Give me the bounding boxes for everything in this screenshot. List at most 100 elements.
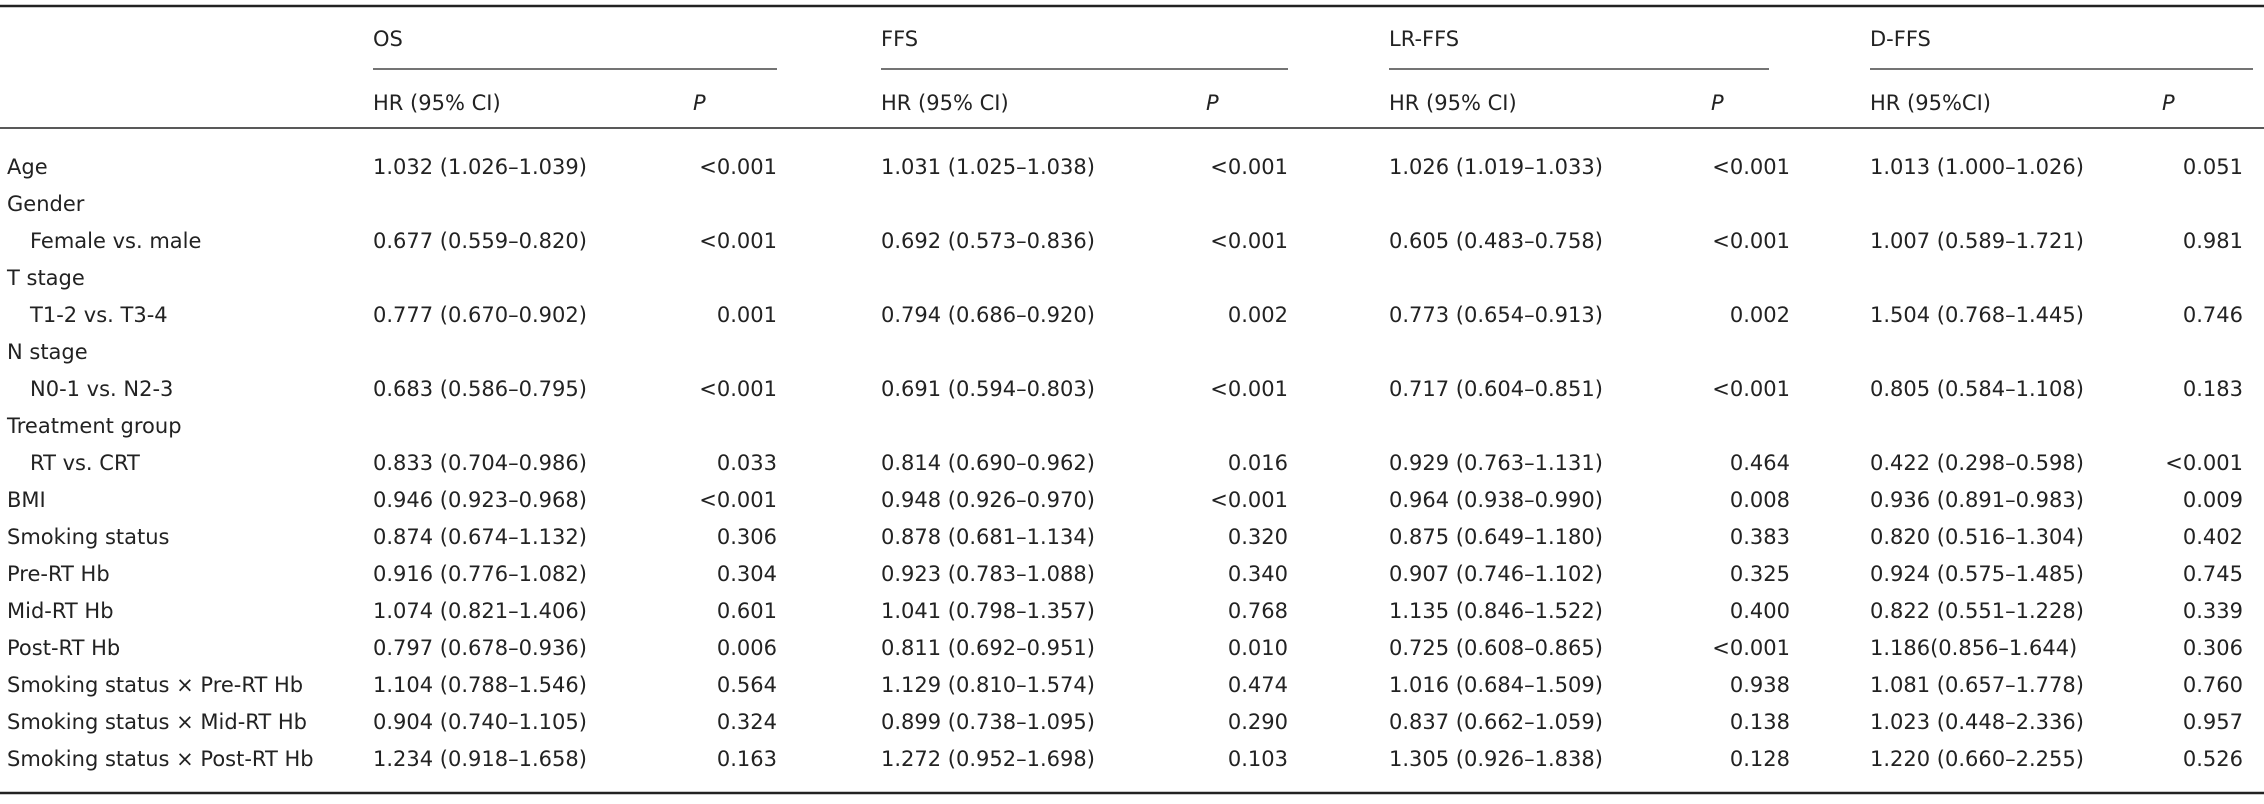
hazard-ratio: 0.717 (0.604–0.851) bbox=[1389, 377, 1603, 401]
hazard-ratio: 0.777 (0.670–0.902) bbox=[373, 303, 587, 327]
p-value: 0.306 bbox=[2183, 636, 2243, 660]
p-value: 0.010 bbox=[1228, 636, 1288, 660]
row-label: Post-RT Hb bbox=[7, 636, 120, 660]
p-value: 0.103 bbox=[1228, 747, 1288, 771]
hazard-ratio: 0.833 (0.704–0.986) bbox=[373, 451, 587, 475]
hazard-ratio: 0.794 (0.686–0.920) bbox=[881, 303, 1095, 327]
hazard-ratio: 1.074 (0.821–1.406) bbox=[373, 599, 587, 623]
hazard-ratio: 0.904 (0.740–1.105) bbox=[373, 710, 587, 734]
p-value: 0.128 bbox=[1730, 747, 1790, 771]
sub-header: HR (95%CI) bbox=[1870, 91, 1991, 115]
row-label: Smoking status bbox=[7, 525, 169, 549]
p-value: 0.033 bbox=[717, 451, 777, 475]
hazard-ratio: 1.016 (0.684–1.509) bbox=[1389, 673, 1603, 697]
hazard-ratio: 1.135 (0.846–1.522) bbox=[1389, 599, 1603, 623]
hazard-ratio: 0.605 (0.483–0.758) bbox=[1389, 229, 1603, 253]
p-value: 0.306 bbox=[717, 525, 777, 549]
hazard-ratio: 0.683 (0.586–0.795) bbox=[373, 377, 587, 401]
p-value: <0.001 bbox=[699, 488, 777, 512]
row-label: T stage bbox=[6, 266, 85, 290]
hazard-ratio: 1.081 (0.657–1.778) bbox=[1870, 673, 2084, 697]
p-value: 0.339 bbox=[2183, 599, 2243, 623]
group-header: LR-FFS bbox=[1389, 27, 1459, 51]
p-value: 0.745 bbox=[2183, 562, 2243, 586]
row-label: Pre-RT Hb bbox=[7, 562, 110, 586]
hazard-ratio: 0.948 (0.926–0.970) bbox=[881, 488, 1095, 512]
sub-header: P bbox=[693, 91, 706, 115]
hazard-ratio: 0.805 (0.584–1.108) bbox=[1870, 377, 2084, 401]
p-value: 0.163 bbox=[717, 747, 777, 771]
p-value: 0.746 bbox=[2183, 303, 2243, 327]
p-value: <0.001 bbox=[1712, 155, 1790, 179]
p-value: 0.016 bbox=[1228, 451, 1288, 475]
row-label: Smoking status × Post-RT Hb bbox=[7, 747, 314, 771]
hazard-ratio: 0.923 (0.783–1.088) bbox=[881, 562, 1095, 586]
p-value: 0.474 bbox=[1228, 673, 1288, 697]
hazard-ratio: 0.899 (0.738–1.095) bbox=[881, 710, 1095, 734]
hazard-ratio: 1.504 (0.768–1.445) bbox=[1870, 303, 2084, 327]
p-value: <0.001 bbox=[699, 155, 777, 179]
p-value: 0.304 bbox=[717, 562, 777, 586]
row-label: Age bbox=[7, 155, 48, 179]
hazard-ratio: 0.946 (0.923–0.968) bbox=[373, 488, 587, 512]
hazard-ratio: 1.026 (1.019–1.033) bbox=[1389, 155, 1603, 179]
sub-header: HR (95% CI) bbox=[881, 91, 1009, 115]
hazard-ratio: 0.725 (0.608–0.865) bbox=[1389, 636, 1603, 660]
hazard-ratio: 1.007 (0.589–1.721) bbox=[1870, 229, 2084, 253]
p-value: 0.768 bbox=[1228, 599, 1288, 623]
hazard-ratio: 0.875 (0.649–1.180) bbox=[1389, 525, 1603, 549]
hazard-ratio: 1.031 (1.025–1.038) bbox=[881, 155, 1095, 179]
hazard-ratio: 0.797 (0.678–0.936) bbox=[373, 636, 587, 660]
p-value: <0.001 bbox=[2165, 451, 2243, 475]
hazard-ratio: 0.874 (0.674–1.132) bbox=[373, 525, 587, 549]
hazard-ratio: 0.677 (0.559–0.820) bbox=[373, 229, 587, 253]
p-value: 0.001 bbox=[717, 303, 777, 327]
row-label: Gender bbox=[7, 192, 85, 216]
p-value: 0.400 bbox=[1730, 599, 1790, 623]
hazard-ratio: 0.929 (0.763–1.131) bbox=[1389, 451, 1603, 475]
p-value: 0.183 bbox=[2183, 377, 2243, 401]
p-value: 0.002 bbox=[1730, 303, 1790, 327]
hazard-ratio: 0.692 (0.573–0.836) bbox=[881, 229, 1095, 253]
p-value: 0.340 bbox=[1228, 562, 1288, 586]
p-value: <0.001 bbox=[1712, 377, 1790, 401]
p-value: 0.957 bbox=[2183, 710, 2243, 734]
row-label: BMI bbox=[7, 488, 46, 512]
sub-header: HR (95% CI) bbox=[373, 91, 501, 115]
hazard-ratio: 0.422 (0.298–0.598) bbox=[1870, 451, 2084, 475]
p-value: 0.760 bbox=[2183, 673, 2243, 697]
p-value: 0.564 bbox=[717, 673, 777, 697]
p-value: 0.006 bbox=[717, 636, 777, 660]
sub-header: HR (95% CI) bbox=[1389, 91, 1517, 115]
hazard-ratio: 1.013 (1.000–1.026) bbox=[1870, 155, 2084, 179]
p-value: <0.001 bbox=[1210, 488, 1288, 512]
hazard-ratio: 1.104 (0.788–1.546) bbox=[373, 673, 587, 697]
row-label: Treatment group bbox=[6, 414, 182, 438]
hazard-ratio: 0.691 (0.594–0.803) bbox=[881, 377, 1095, 401]
row-sublabel: N0-1 vs. N2-3 bbox=[30, 377, 173, 401]
group-header: FFS bbox=[881, 27, 918, 51]
hazard-ratio: 1.220 (0.660–2.255) bbox=[1870, 747, 2084, 771]
row-label: Mid-RT Hb bbox=[7, 599, 114, 623]
group-header: OS bbox=[373, 27, 403, 51]
hazard-ratio: 1.032 (1.026–1.039) bbox=[373, 155, 587, 179]
hazard-ratio: 1.041 (0.798–1.357) bbox=[881, 599, 1095, 623]
row-sublabel: RT vs. CRT bbox=[30, 451, 140, 475]
hazard-ratio: 1.234 (0.918–1.658) bbox=[373, 747, 587, 771]
row-label: Smoking status × Pre-RT Hb bbox=[7, 673, 303, 697]
hazard-ratio: 0.907 (0.746–1.102) bbox=[1389, 562, 1603, 586]
p-value: 0.290 bbox=[1228, 710, 1288, 734]
p-value: 0.402 bbox=[2183, 525, 2243, 549]
p-value: 0.464 bbox=[1730, 451, 1790, 475]
sub-header: P bbox=[1711, 91, 1724, 115]
row-sublabel: T1-2 vs. T3-4 bbox=[29, 303, 168, 327]
hazard-ratio: 0.924 (0.575–1.485) bbox=[1870, 562, 2084, 586]
p-value: 0.324 bbox=[717, 710, 777, 734]
sub-header: P bbox=[1206, 91, 1219, 115]
p-value: <0.001 bbox=[1210, 155, 1288, 179]
hazard-ratio: 0.837 (0.662–1.059) bbox=[1389, 710, 1603, 734]
hazard-ratio: 0.916 (0.776–1.082) bbox=[373, 562, 587, 586]
p-value: 0.383 bbox=[1730, 525, 1790, 549]
